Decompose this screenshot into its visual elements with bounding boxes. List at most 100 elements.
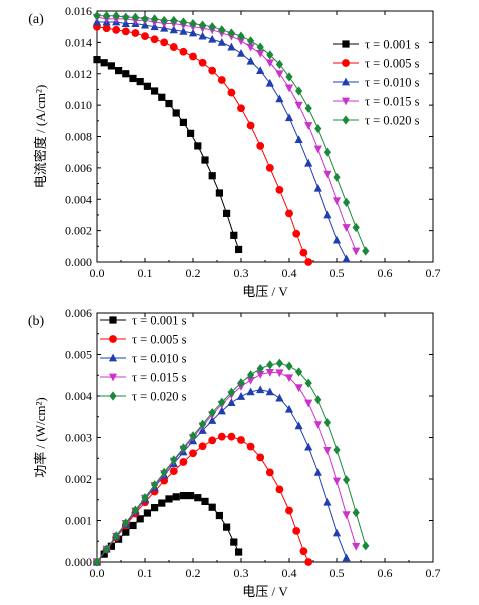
data-point [208,416,217,424]
data-point [189,52,197,61]
data-point [284,113,294,122]
data-point [265,163,274,172]
data-point [237,31,245,41]
legend-marker [342,59,350,67]
data-point [313,467,322,476]
data-point [208,172,216,180]
data-point [227,387,235,397]
x-tick-label: 0.0 [90,266,105,280]
data-point [236,37,246,46]
data-point [122,528,130,536]
data-point [275,59,283,69]
data-point [265,387,274,396]
data-point [188,28,198,37]
series-4 [93,11,370,256]
y-tick-label: 0.004 [65,192,92,206]
data-point [169,467,178,476]
x-tick-label: 0.6 [378,566,393,580]
data-point [246,43,255,52]
data-point [187,129,195,137]
data-point [208,66,217,75]
data-point [160,476,169,485]
data-point [208,408,216,418]
x-tick-label: 0.7 [426,566,441,580]
data-point [223,209,231,217]
legend-entry: τ = 0.010 s [132,352,187,366]
data-point [295,367,303,377]
y-tick-label: 0.012 [65,67,92,81]
data-point [223,523,231,531]
data-point [332,528,342,537]
data-point [217,406,226,415]
data-point [179,458,188,466]
data-point [131,29,140,37]
data-point [246,387,255,396]
data-point [304,158,313,167]
x-tick-label: 0.3 [234,566,249,580]
legend-entry: τ = 0.010 s [365,76,420,90]
data-point [179,17,187,27]
data-point [227,28,235,38]
data-point [342,511,351,520]
data-point [151,87,159,95]
data-point [143,509,151,517]
y-tick-label: 0.002 [65,224,92,238]
y-tick-label: 0.006 [65,161,92,175]
data-point [165,99,173,108]
data-point [352,222,360,233]
data-point [169,25,178,34]
data-point [129,74,137,83]
data-point [247,370,255,380]
data-point [230,231,238,239]
series-0 [93,492,243,566]
x-tick-label: 0.7 [426,266,441,280]
data-point [179,47,188,56]
data-point [141,14,149,24]
data-point [179,443,187,453]
panel-label: (b) [28,314,45,329]
data-point [160,15,168,26]
data-point [246,121,255,130]
data-point [237,378,245,388]
y-tick-label: 0.010 [65,98,92,112]
data-point [158,93,166,101]
series-4 [93,358,370,567]
y-tick-label: 0.001 [65,514,92,528]
data-point [246,376,255,385]
data-point [285,506,293,515]
series-1 [93,22,313,266]
data-point [352,247,361,256]
data-point [227,42,236,51]
data-point [179,492,187,500]
data-point [151,480,159,490]
data-point [141,32,149,40]
data-point [323,210,332,219]
chart-panel-b: 0.0 0.1 0.2 0.3 0.4 0.5 0.6 0.7 0.000 0.001 0.002 0… [28,306,441,599]
x-tick-label: 0.1 [138,266,153,280]
data-point [218,397,226,407]
data-point [256,371,265,379]
data-point [294,421,303,430]
x-tick-label: 0.2 [186,566,201,580]
data-point [285,361,293,371]
data-point [215,511,223,520]
data-point [275,485,284,494]
data-point [115,67,123,75]
data-point [332,235,342,244]
legend-entry: τ = 0.020 s [365,114,420,128]
data-point [323,147,331,157]
x-tick-label: 0.4 [282,266,297,280]
data-point [256,385,265,394]
data-point [179,26,188,35]
data-point [343,475,351,485]
data-point [172,109,180,117]
data-point [129,521,137,530]
legend-entry: τ = 0.005 s [132,333,187,347]
data-point [285,209,293,218]
data-point [275,94,284,103]
x-axis-title: 电压 / V [242,584,288,599]
data-point [122,70,130,78]
data-point [136,77,144,86]
data-point [131,505,139,515]
